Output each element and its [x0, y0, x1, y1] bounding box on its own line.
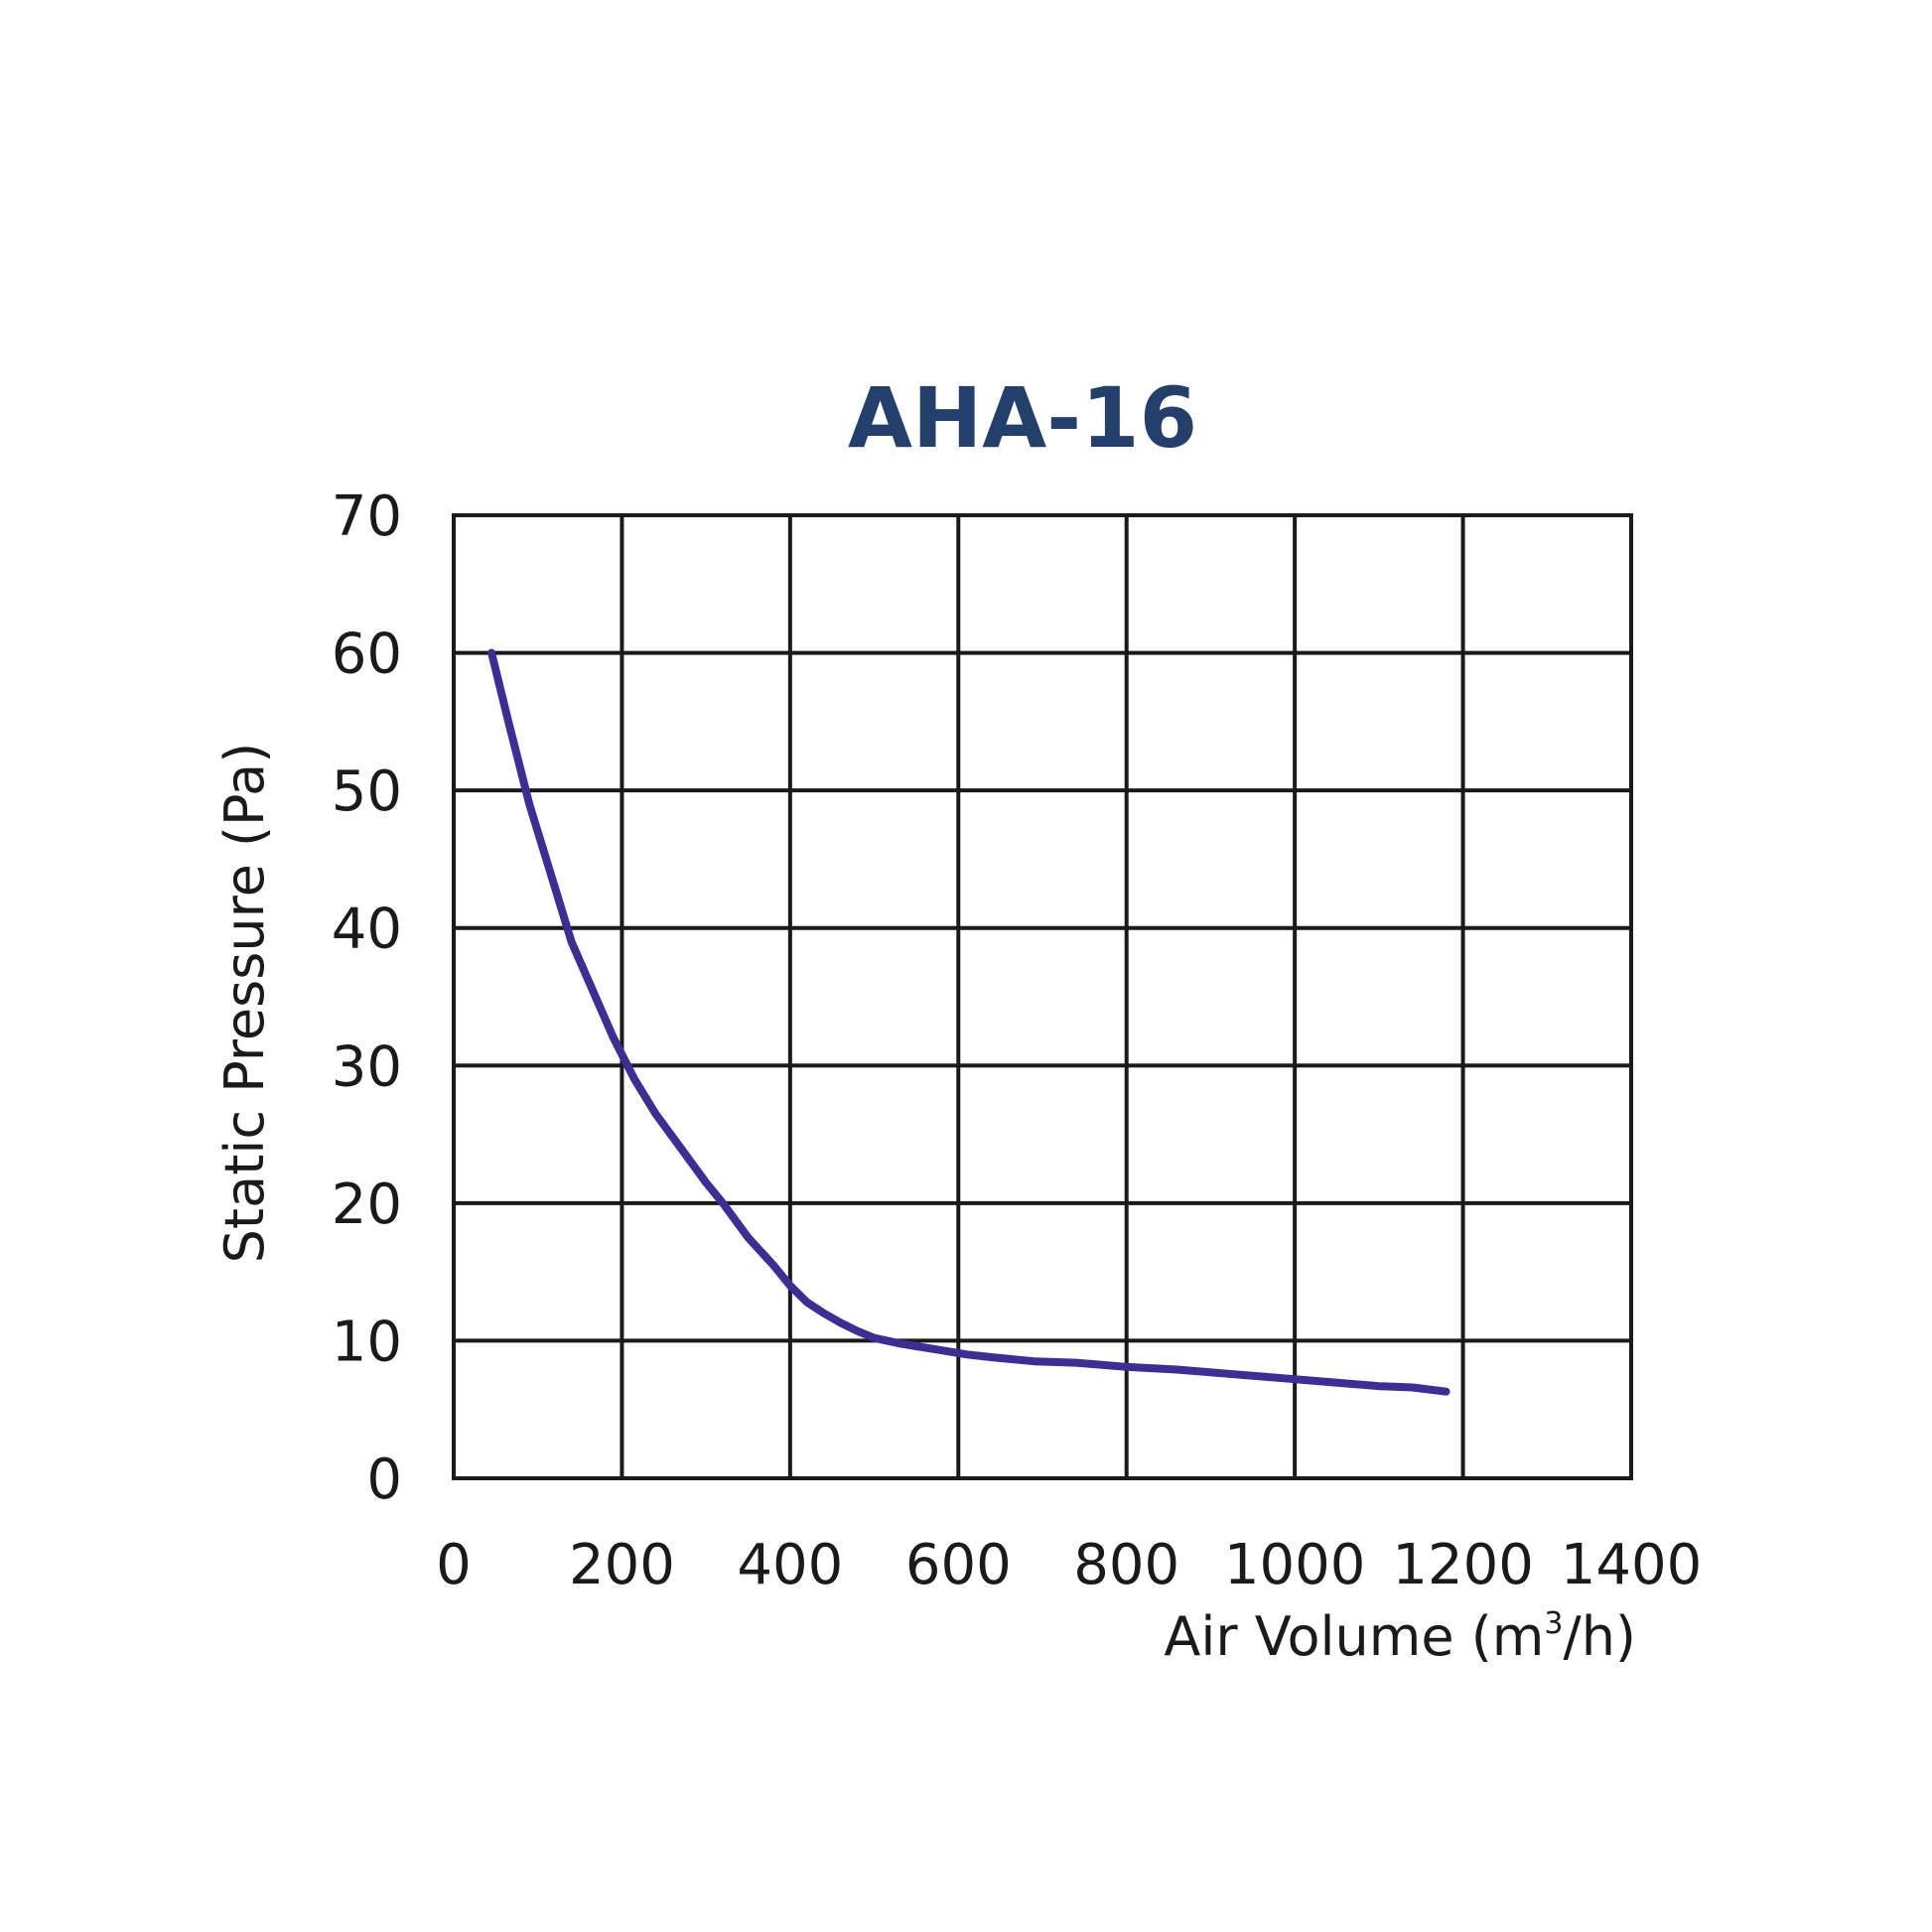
x-tick-label-1000: 1000 [1224, 1533, 1366, 1597]
grid [452, 513, 1633, 1480]
y-tick-label-0: 0 [366, 1448, 402, 1512]
x-tick-label-200: 200 [569, 1533, 675, 1597]
x-tick-label-0: 0 [436, 1533, 472, 1597]
y-tick-label-10: 10 [332, 1310, 402, 1374]
chart-title: AHA-16 [848, 369, 1197, 467]
x-axis-label: Air Volume (m3/h) [1164, 1605, 1636, 1668]
y-axis-label: Static Pressure (Pa) [213, 743, 276, 1264]
x-tick-label-600: 600 [905, 1533, 1012, 1597]
y-tick-label-20: 20 [332, 1173, 402, 1237]
x-axis-label-main: Air Volume (m [1164, 1605, 1544, 1668]
series-line-0 [487, 648, 1450, 1396]
y-tick-label-50: 50 [332, 759, 402, 824]
y-tick-labels: 0 10 20 30 40 50 60 70 [332, 484, 402, 1512]
x-tick-label-1400: 1400 [1561, 1533, 1703, 1597]
y-tick-label-30: 30 [332, 1035, 402, 1099]
x-tick-label-1200: 1200 [1392, 1533, 1534, 1597]
x-tick-label-400: 400 [737, 1533, 843, 1597]
x-tick-label-800: 800 [1073, 1533, 1179, 1597]
x-tick-labels: 0 200 400 600 800 1000 1200 1400 [436, 1533, 1702, 1597]
y-tick-label-40: 40 [332, 897, 402, 962]
y-tick-label-70: 70 [332, 484, 402, 549]
x-axis-label-suffix: /h) [1564, 1605, 1637, 1668]
y-tick-label-60: 60 [332, 622, 402, 687]
series-layer [487, 648, 1450, 1396]
x-axis-label-sup: 3 [1544, 1606, 1563, 1641]
